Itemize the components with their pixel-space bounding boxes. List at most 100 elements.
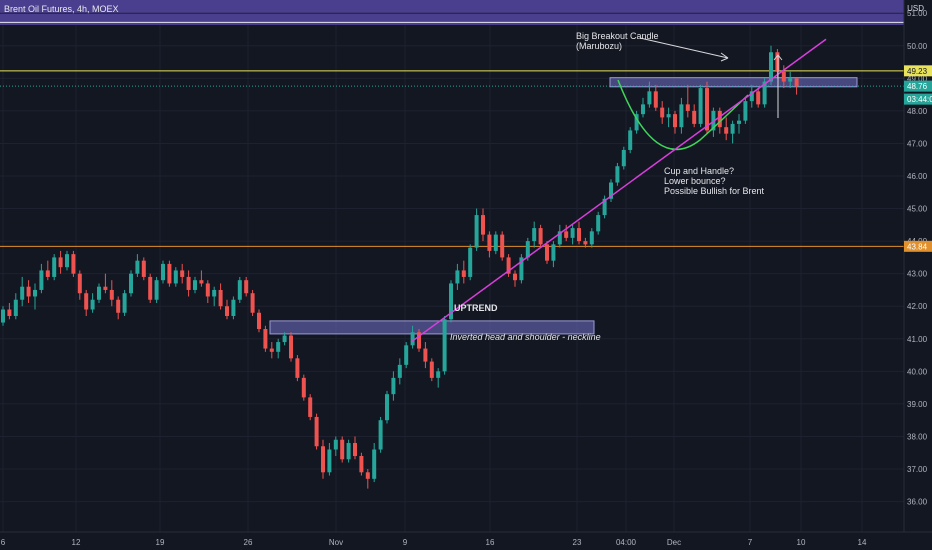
candle-body-49: [314, 416, 319, 447]
y-tick-label-14: 50.00: [907, 42, 928, 51]
y-tick-label-11: 47.00: [907, 139, 928, 148]
candle-body-55: [353, 442, 357, 457]
y-tick-label-15: 51.00: [907, 9, 928, 18]
annotation-cup-handle: Cup and Handle?: [664, 166, 735, 176]
candle-body-105: [673, 114, 677, 128]
candle-body-73: [468, 247, 473, 277]
candle-body-52: [333, 439, 338, 450]
candle-body-4: [26, 286, 31, 297]
price-label-bg-0: [904, 65, 932, 77]
candle-body-15: [97, 286, 101, 300]
candle-body-2: [13, 299, 18, 317]
candle-body-36: [231, 299, 236, 317]
candle-body-93: [596, 215, 601, 232]
candle-body-40: [257, 312, 261, 330]
candle-body-26: [167, 263, 172, 284]
annotation-uptrend: UPTREND: [454, 303, 498, 313]
candle-body-61: [391, 377, 396, 395]
candle-body-65: [417, 332, 421, 349]
candle-body-1: [7, 309, 12, 317]
candle-body-13: [84, 293, 89, 310]
price-label-3: 43.84: [907, 242, 928, 251]
candle-body-3: [20, 286, 25, 300]
candle-body-10: [65, 254, 69, 268]
candle-body-66: [423, 348, 428, 362]
candle-body-95: [609, 182, 613, 199]
x-tick-label-1: 12: [72, 538, 81, 547]
y-tick-label-6: 42.00: [907, 302, 928, 311]
candle-body-74: [474, 215, 479, 248]
candle-body-63: [404, 345, 409, 365]
candle-body-41: [263, 329, 268, 349]
candle-body-11: [71, 254, 76, 274]
y-tick-label-3: 39.00: [907, 400, 928, 409]
candle-body-5: [33, 289, 37, 297]
header-banner: [0, 0, 904, 25]
x-tick-label-8: 04:00: [616, 538, 637, 547]
candle-body-68: [436, 371, 441, 378]
candle-body-101: [647, 91, 652, 105]
candle-body-56: [359, 456, 364, 473]
candle-body-94: [602, 198, 607, 216]
candle-body-20: [129, 273, 133, 294]
candle-body-77: [493, 234, 498, 251]
y-tick-label-2: 38.00: [907, 432, 928, 441]
candle-body-103: [660, 107, 665, 118]
candle-body-88: [564, 231, 569, 238]
y-tick-label-13: 49.00: [907, 74, 928, 83]
candle-body-85: [545, 244, 549, 261]
candle-body-39: [250, 293, 255, 313]
candle-body-17: [109, 289, 114, 300]
annotation-arrow: [639, 37, 729, 59]
candle-body-51: [327, 449, 332, 473]
target-arrow: [773, 54, 783, 118]
candle-body-118: [756, 91, 761, 105]
candle-body-57: [365, 472, 370, 479]
candle-body-12: [77, 273, 82, 294]
candle-body-76: [487, 234, 492, 251]
candle-body-80: [513, 273, 517, 281]
uptrend-line: [410, 38, 827, 343]
candle-body-108: [692, 110, 697, 124]
candle-body-89: [570, 228, 575, 238]
candle-body-37: [237, 280, 242, 300]
candle-body-45: [289, 335, 293, 359]
price-label-1: 48.76: [907, 82, 928, 91]
candle-body-67: [429, 361, 434, 378]
candle-body-100: [641, 104, 645, 115]
x-tick-label-3: 26: [244, 538, 253, 547]
y-tick-label-1: 37.00: [907, 465, 928, 474]
y-tick-label-0: 36.00: [907, 498, 928, 507]
candle-body-72: [461, 270, 466, 277]
candle-body-28: [180, 270, 185, 277]
x-tick-label-6: 16: [486, 538, 495, 547]
candle-body-14: [90, 299, 95, 310]
y-tick-label-12: 48.00: [907, 107, 928, 116]
candle-body-83: [532, 228, 537, 242]
candle-body-24: [154, 280, 159, 300]
x-tick-label-7: 23: [573, 538, 582, 547]
price-axis-bg: [904, 0, 932, 550]
candle-body-114: [730, 123, 735, 134]
annotation-possible-bullish: Possible Bullish for Brent: [664, 186, 765, 196]
candle-body-86: [551, 244, 556, 261]
annotation-neckline: Inverted head and shoulder - neckline: [450, 332, 601, 342]
candle-body-42: [269, 348, 274, 352]
candle-body-62: [397, 364, 402, 378]
candle-body-123: [788, 78, 793, 82]
candle-body-91: [583, 241, 588, 245]
candle-body-124: [794, 78, 799, 87]
candle-body-60: [385, 394, 389, 421]
candle-body-99: [634, 114, 639, 131]
x-tick-label-12: 14: [858, 538, 867, 547]
candle-body-90: [577, 228, 581, 242]
x-tick-label-2: 19: [156, 538, 165, 547]
candle-body-121: [775, 52, 780, 72]
candle-body-110: [705, 88, 709, 131]
x-tick-label-9: Dec: [667, 538, 681, 547]
candle-body-54: [346, 442, 351, 460]
candle-body-34: [218, 289, 223, 307]
cup-curve: [617, 79, 749, 151]
candle-body-104: [666, 114, 671, 118]
